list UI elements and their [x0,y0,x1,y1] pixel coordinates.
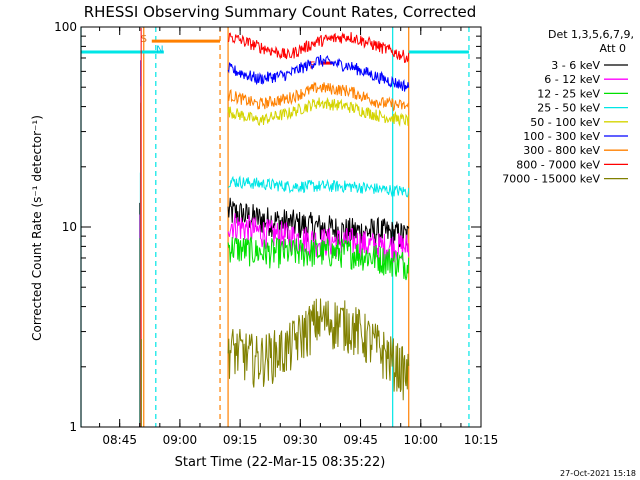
series-line [227,298,410,401]
series-line [228,175,410,198]
plot-data: SNF [80,27,470,427]
legend-header-line2: Att 0 [600,42,626,55]
x-tick-label: 10:15 [464,433,499,447]
x-tick-label: 09:30 [283,433,318,447]
y-tick-label: 10 [62,220,77,234]
legend-header-line1: Det 1,3,5,6,7,9, [548,28,634,41]
legend-entry-label: 3 - 6 keV [551,59,600,72]
series-line [227,96,410,128]
x-tick-label: 09:00 [163,433,198,447]
flag-label: S [141,34,147,45]
flag-label: N [156,45,163,56]
series-line [227,81,410,112]
x-tick-label: 10:00 [403,433,438,447]
x-tick-label: 09:15 [223,433,258,447]
footer-date: 27-Oct-2021 15:18 [560,469,636,478]
legend-entry-label: 25 - 50 keV [537,102,600,115]
legend-entry-label: 7000 - 15000 keV [502,173,600,186]
chart-title: RHESSI Observing Summary Count Rates, Co… [84,3,477,21]
series-line [227,32,410,64]
legend-entry-label: 12 - 25 keV [537,87,600,100]
series-line [227,213,410,263]
legend-entry-label: 800 - 7000 keV [516,158,600,171]
legend-entry-label: 50 - 100 keV [530,116,600,129]
y-tick-label: 100 [54,20,77,34]
y-axis-label: Corrected Count Rate (s⁻¹ detector⁻¹) [30,115,44,341]
x-tick-label: 09:45 [343,433,378,447]
legend-entry-label: 6 - 12 keV [544,73,600,86]
series-line [227,55,410,92]
x-tick-label: 08:45 [102,433,137,447]
series-line [227,236,410,281]
axes: 08:45 09:00 09:15 09:30 09:45 10:00 10:15 1 10 10… [54,20,498,447]
y-tick-label: 1 [69,420,77,434]
x-axis-label: Start Time (22-Mar-15 08:35:22) [175,455,386,470]
legend-entry-label: 100 - 300 keV [523,130,600,143]
legend-entry-label: 300 - 800 keV [523,144,600,157]
